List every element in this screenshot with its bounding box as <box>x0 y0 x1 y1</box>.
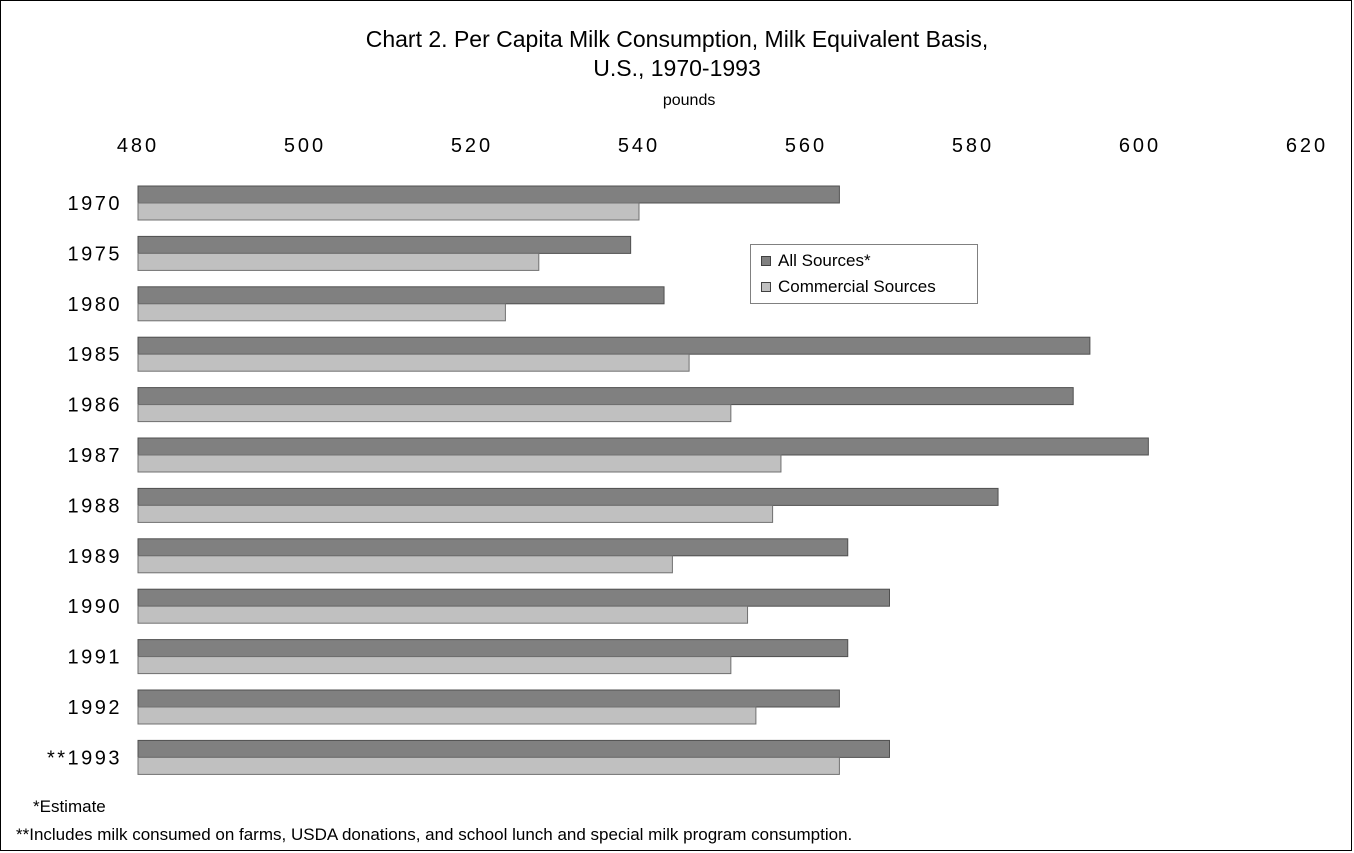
legend-item-commercial-sources: Commercial Sources <box>761 277 936 297</box>
bar-commercial-sources <box>137 303 506 322</box>
x-tick-label: 600 <box>1119 135 1161 157</box>
bar-commercial-sources <box>137 202 640 221</box>
bar-commercial-sources <box>137 353 690 372</box>
bar-commercial-sources <box>137 656 732 675</box>
y-category-label: 1970 <box>68 193 123 215</box>
x-tick-label: 560 <box>785 135 827 157</box>
bar-commercial-sources <box>137 706 757 725</box>
footnote-estimate: *Estimate <box>33 797 106 816</box>
bar-all-sources <box>137 588 890 607</box>
bar-commercial-sources <box>137 605 749 624</box>
bar-all-sources <box>137 437 1149 456</box>
legend-label-commercial-sources: Commercial Sources <box>778 277 936 296</box>
bar-commercial-sources <box>137 756 840 775</box>
chart-legend: All Sources* Commercial Sources <box>750 244 978 304</box>
x-tick-label: 580 <box>952 135 994 157</box>
x-axis-label: pounds <box>663 92 716 109</box>
y-category-label: 1992 <box>68 697 123 719</box>
y-category-label: 1988 <box>68 495 123 517</box>
legend-item-all-sources: All Sources* <box>761 251 871 271</box>
bar-all-sources <box>137 336 1091 355</box>
y-category-label: 1991 <box>68 647 123 669</box>
y-category-label: 1987 <box>68 445 123 467</box>
bar-all-sources <box>137 538 849 557</box>
x-tick-label: 500 <box>284 135 326 157</box>
bar-commercial-sources <box>137 504 774 523</box>
y-category-label: 1990 <box>68 596 123 618</box>
x-tick-label: 480 <box>117 135 159 157</box>
bar-commercial-sources <box>137 454 782 473</box>
y-category-label: 1986 <box>68 395 123 417</box>
x-tick-label: 520 <box>451 135 493 157</box>
bar-all-sources <box>137 235 632 254</box>
y-category-label: 1975 <box>68 243 123 265</box>
x-tick-label: 540 <box>618 135 660 157</box>
bar-all-sources <box>137 639 849 658</box>
bar-all-sources <box>137 387 1074 406</box>
bar-commercial-sources <box>137 404 732 423</box>
footnote-includes: **Includes milk consumed on farms, USDA … <box>16 825 853 844</box>
legend-swatch-commercial-sources <box>761 282 771 292</box>
bar-all-sources <box>137 739 890 758</box>
bar-commercial-sources <box>137 252 540 271</box>
bar-all-sources <box>137 286 665 305</box>
chart-title-line-2: U.S., 1970-1993 <box>593 55 761 81</box>
legend-label-all-sources: All Sources* <box>778 251 871 270</box>
x-tick-label: 620 <box>1286 135 1328 157</box>
bar-all-sources <box>137 185 840 204</box>
y-category-label: 1985 <box>68 344 123 366</box>
legend-swatch-all-sources <box>761 256 771 266</box>
y-category-label: **1993 <box>47 747 122 769</box>
bar-all-sources <box>137 487 999 506</box>
y-category-label: 1989 <box>68 546 123 568</box>
bar-all-sources <box>137 689 840 708</box>
chart-title-line-1: Chart 2. Per Capita Milk Consumption, Mi… <box>365 26 989 52</box>
bar-commercial-sources <box>137 555 673 574</box>
y-category-label: 1980 <box>68 294 123 316</box>
